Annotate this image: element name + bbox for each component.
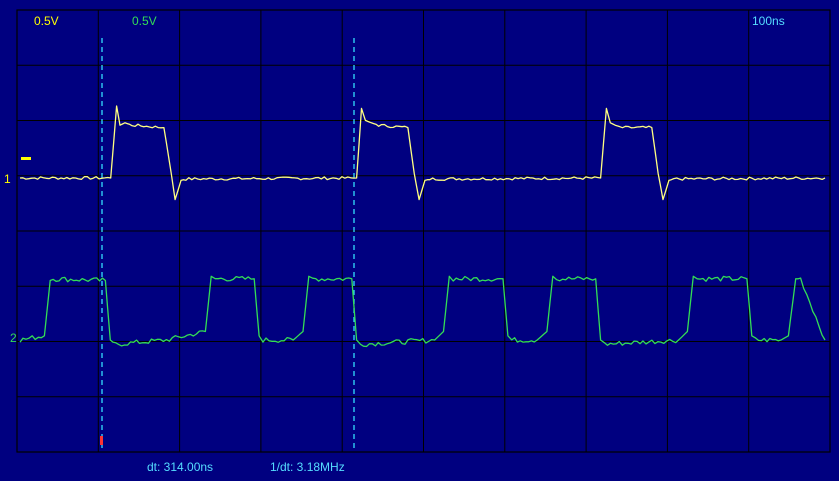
dt-readout: dt: 314.00ns [147, 460, 213, 474]
ch1-scale-label: 0.5V [34, 14, 59, 28]
ch2-marker: 2 [10, 331, 17, 345]
timebase-label: 100ns [752, 14, 785, 28]
traces [19, 105, 826, 348]
ch2-trace [19, 275, 826, 348]
cursor-a-handle[interactable] [100, 436, 103, 445]
ch1-trigger-level-marker[interactable] [21, 157, 31, 160]
inverse-dt-readout: 1/dt: 3.18MHz [270, 460, 345, 474]
time-cursors[interactable] [100, 38, 355, 452]
graticule [16, 9, 831, 453]
ch1-trace [19, 105, 826, 201]
ch2-scale-label: 0.5V [132, 14, 157, 28]
ch1-marker: 1 [4, 172, 11, 186]
